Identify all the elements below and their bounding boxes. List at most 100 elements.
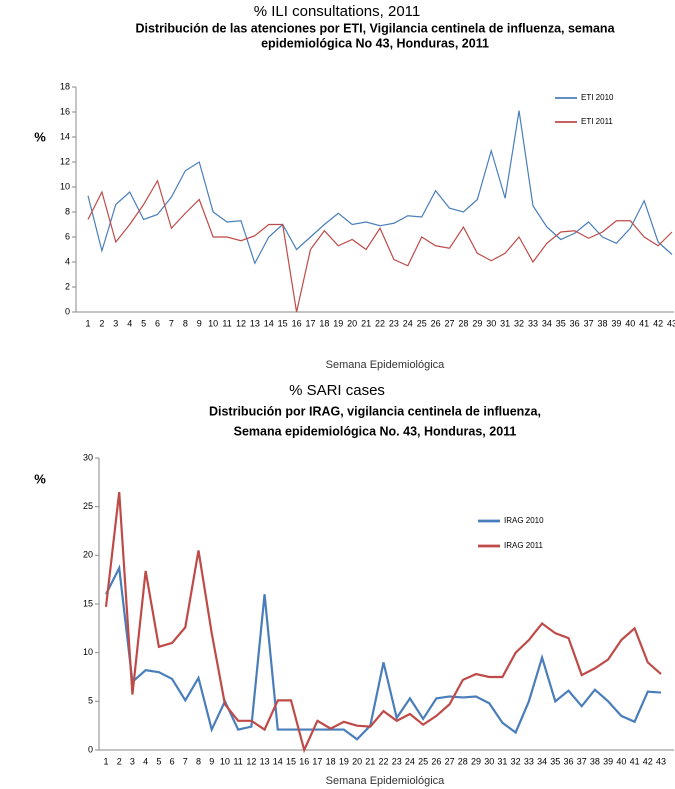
x-tick-label: 13 [260,756,270,766]
x-tick-label: 26 [431,318,441,328]
x-tick-label: 6 [170,756,175,766]
x-tick-label: 31 [500,318,510,328]
x-tick-label: 22 [375,318,385,328]
y-tick-label: 2 [65,281,70,291]
x-tick-label: 40 [625,318,635,328]
x-tick-label: 22 [378,756,388,766]
legend-label: ETI 2010 [581,93,614,102]
x-tick-label: 42 [643,756,653,766]
x-tick-label: 5 [156,756,161,766]
x-tick-label: 20 [352,756,362,766]
y-tick-label: 20 [83,550,93,560]
data-line [87,179,673,313]
y-tick-label: 12 [60,156,70,166]
y-tick-label: 16 [60,106,70,116]
y-tick-label: 14 [60,131,70,141]
x-tick-label: 13 [250,318,260,328]
y-tick-label: 0 [88,744,93,754]
x-tick-label: 18 [319,318,329,328]
x-tick-label: 1 [85,318,90,328]
x-tick-label: 40 [616,756,626,766]
x-tick-label: 11 [222,318,231,328]
x-tick-label: 14 [264,318,274,328]
x-tick-label: 39 [611,318,621,328]
y-axis-label: % [34,471,46,486]
x-tick-label: 30 [486,318,496,328]
x-tick-label: 8 [183,318,188,328]
x-tick-label: 23 [389,318,399,328]
chart-heading: % ILI consultations, 2011 [254,3,421,20]
x-tick-label: 4 [127,318,132,328]
x-tick-label: 12 [236,318,246,328]
chart-title: Distribución de las atenciones por ETI, … [135,21,615,35]
x-tick-label: 11 [233,756,242,766]
x-axis-label: Semana Epidemiológica [326,775,446,787]
x-tick-label: 27 [445,756,455,766]
x-tick-label: 39 [603,756,613,766]
x-tick-label: 19 [339,756,349,766]
x-tick-label: 29 [471,756,481,766]
y-tick-label: 10 [83,647,93,657]
x-tick-label: 43 [656,756,666,766]
x-tick-label: 6 [155,318,160,328]
legend-label: IRAG 2010 [504,516,544,525]
x-tick-label: 38 [590,756,600,766]
x-tick-label: 42 [653,318,663,328]
data-line [105,564,662,741]
chart-title: Distribución por IRAG, vigilancia centin… [209,404,541,418]
y-tick-label: 0 [65,306,70,316]
x-tick-label: 16 [299,756,309,766]
data-line [87,110,673,265]
x-tick-label: 2 [99,318,104,328]
x-tick-label: 37 [584,318,594,328]
x-tick-label: 41 [630,756,640,766]
x-tick-label: 9 [197,318,202,328]
x-tick-label: 4 [143,756,148,766]
x-tick-label: 23 [392,756,402,766]
x-tick-label: 10 [220,756,230,766]
x-tick-label: 19 [333,318,343,328]
x-tick-label: 3 [113,318,118,328]
x-tick-label: 21 [365,756,375,766]
x-tick-label: 27 [445,318,455,328]
x-tick-label: 17 [305,318,315,328]
chart-title: epidemiológica No 43, Honduras, 2011 [261,36,489,50]
x-tick-label: 14 [273,756,283,766]
x-tick-label: 37 [577,756,587,766]
x-tick-label: 16 [292,318,302,328]
y-tick-label: 18 [60,81,70,91]
y-tick-label: 4 [65,256,70,266]
x-tick-label: 41 [639,318,649,328]
x-tick-label: 29 [472,318,482,328]
x-tick-label: 15 [286,756,296,766]
x-tick-label: 35 [556,318,566,328]
x-tick-label: 35 [550,756,560,766]
x-tick-label: 34 [537,756,547,766]
x-tick-label: 15 [278,318,288,328]
x-tick-label: 32 [511,756,521,766]
x-tick-label: 10 [208,318,218,328]
y-tick-label: 8 [65,206,70,216]
x-tick-label: 9 [209,756,214,766]
data-line [104,491,662,754]
x-tick-label: 1 [103,756,108,766]
x-axis-label: Semana Epidemiológica [326,359,446,371]
legend-label: ETI 2011 [581,117,613,126]
x-tick-label: 24 [403,318,413,328]
y-tick-label: 6 [65,231,70,241]
x-tick-label: 32 [514,318,524,328]
y-tick-label: 25 [83,501,93,511]
x-tick-label: 5 [141,318,146,328]
x-tick-label: 17 [312,756,322,766]
x-tick-label: 7 [183,756,188,766]
x-tick-label: 26 [431,756,441,766]
x-tick-label: 36 [563,756,573,766]
chart-heading: % SARI cases [289,382,385,399]
x-tick-label: 20 [347,318,357,328]
x-tick-label: 28 [458,756,468,766]
x-tick-label: 8 [196,756,201,766]
x-tick-label: 34 [542,318,552,328]
x-tick-label: 7 [169,318,174,328]
x-tick-label: 25 [417,318,427,328]
y-axis-label: % [34,129,46,144]
